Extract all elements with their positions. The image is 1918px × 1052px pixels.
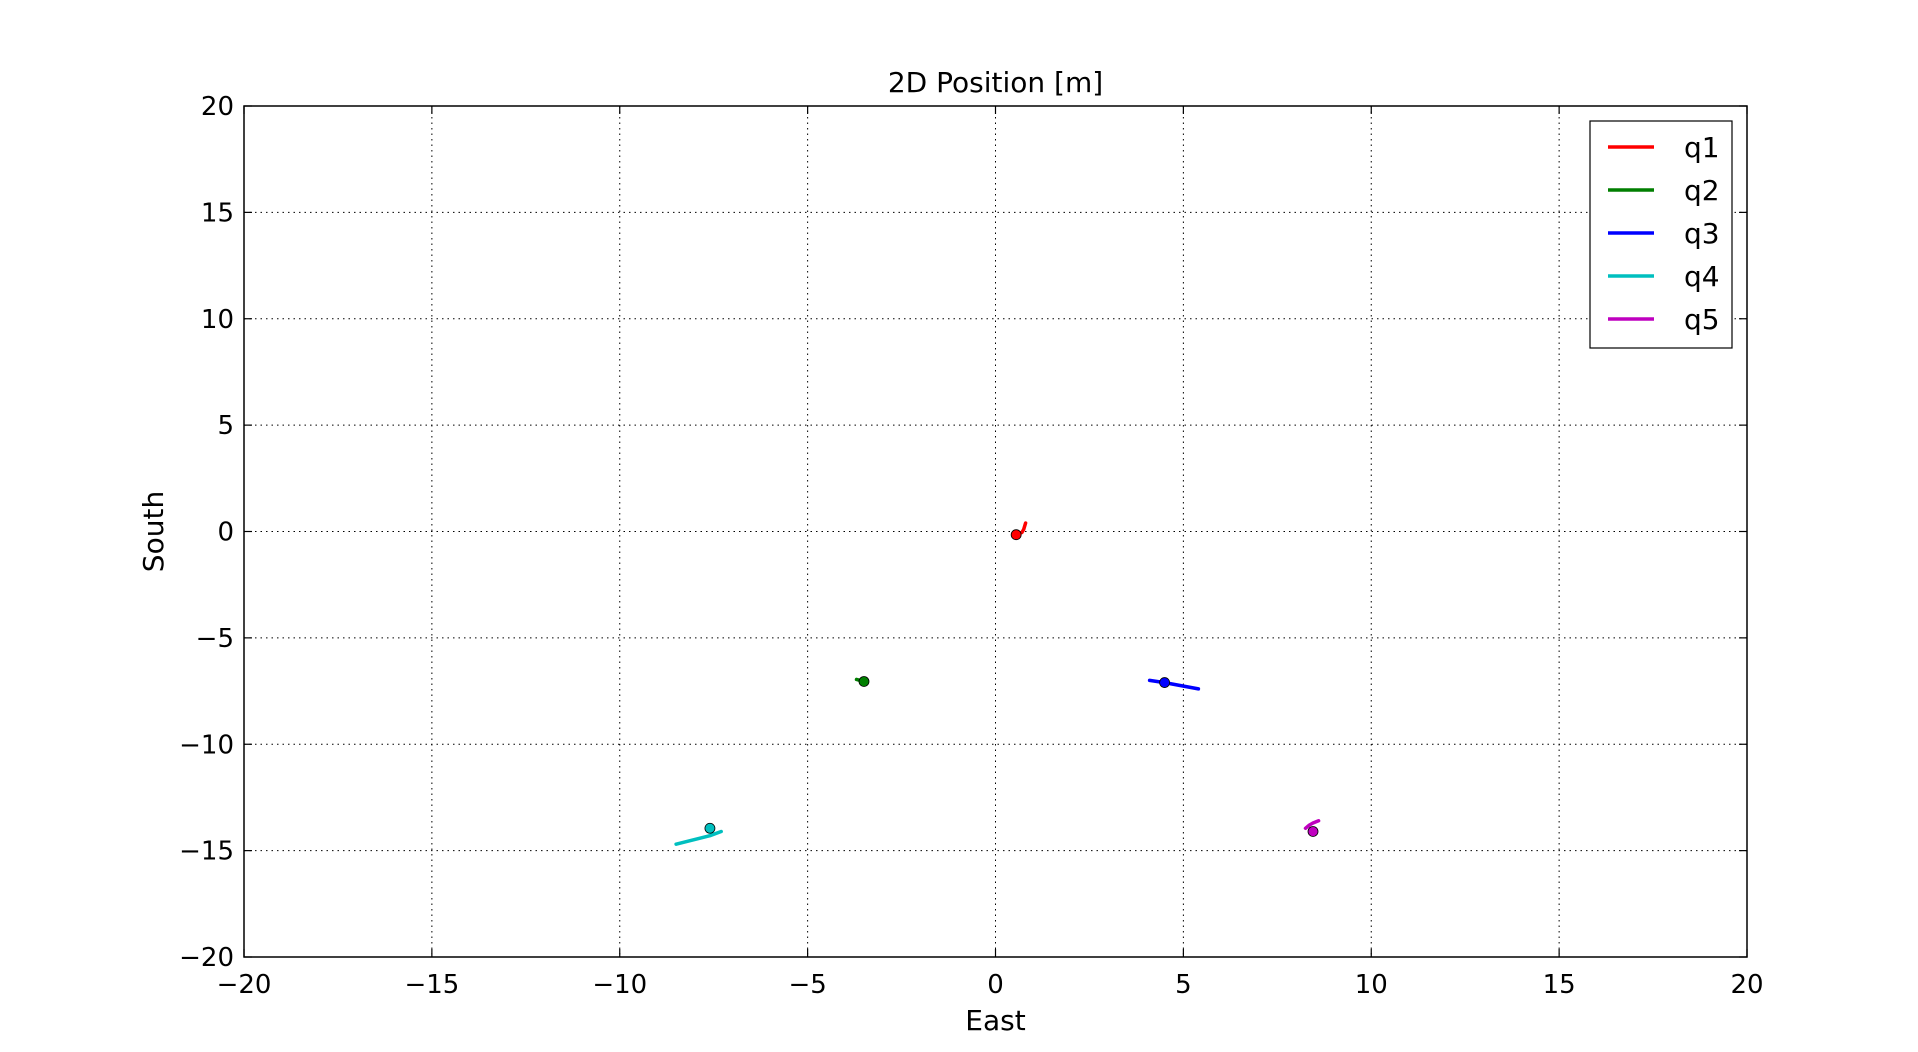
x-tick-label: 15 bbox=[1543, 970, 1576, 1000]
series-line-q4 bbox=[674, 829, 723, 846]
x-tick-label: −20 bbox=[217, 970, 272, 1000]
x-tick-label: 20 bbox=[1730, 970, 1763, 1000]
y-tick-label: 10 bbox=[201, 305, 234, 335]
series-layer bbox=[674, 521, 1321, 846]
x-tick-label: −15 bbox=[404, 970, 459, 1000]
y-tick-label: 15 bbox=[201, 198, 234, 228]
x-tick-label: 10 bbox=[1355, 970, 1388, 1000]
series-line-q5 bbox=[1303, 819, 1321, 831]
legend-label-q2: q2 bbox=[1684, 174, 1720, 207]
legend: q1 q2 q3 q4 q5 bbox=[1589, 120, 1733, 349]
ticks: −20 −15 −10 −5 0 5 10 15 20 −20 −15 −10 −5 0 5 10 15 20 bbox=[179, 92, 1763, 1000]
x-tick-label: −10 bbox=[592, 970, 647, 1000]
legend-label-q3: q3 bbox=[1684, 217, 1720, 250]
x-tick-label: −5 bbox=[788, 970, 826, 1000]
chart-title: 2D Position [m] bbox=[888, 66, 1103, 99]
series-marker-q2 bbox=[858, 676, 870, 687]
series-line-q3 bbox=[1147, 678, 1201, 691]
legend-label-q4: q4 bbox=[1684, 260, 1720, 293]
y-tick-label: −5 bbox=[196, 624, 234, 654]
grid bbox=[244, 106, 1747, 957]
y-tick-label: −20 bbox=[179, 943, 234, 973]
series-marker-q3 bbox=[1159, 677, 1170, 688]
x-tick-label: 5 bbox=[1175, 970, 1192, 1000]
y-tick-label: 0 bbox=[217, 518, 234, 548]
x-axis-label: East bbox=[965, 1004, 1025, 1037]
y-tick-label: 20 bbox=[201, 92, 234, 122]
y-tick-label: 5 bbox=[217, 411, 234, 441]
series-marker-q1 bbox=[1010, 529, 1022, 541]
series-marker-q4 bbox=[704, 822, 716, 834]
x-tick-label: 0 bbox=[987, 970, 1004, 1000]
y-tick-label: −10 bbox=[179, 730, 234, 760]
legend-label-q5: q5 bbox=[1684, 303, 1720, 336]
y-axis-label: South bbox=[137, 491, 170, 572]
y-tick-label: −15 bbox=[179, 837, 234, 867]
series-marker-q5 bbox=[1307, 826, 1319, 837]
legend-label-q1: q1 bbox=[1684, 131, 1720, 164]
